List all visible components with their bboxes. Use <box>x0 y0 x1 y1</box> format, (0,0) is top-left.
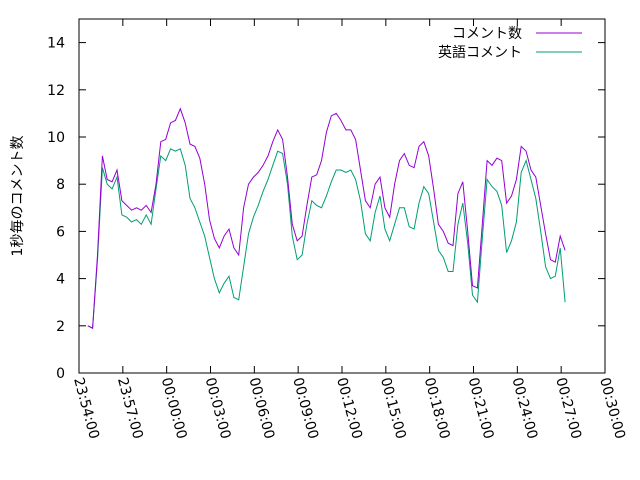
y-axis: 0 2 4 6 8 10 12 14 <box>47 36 605 382</box>
series-line <box>87 107 566 329</box>
legend-label: 英語コメント <box>438 44 522 61</box>
y-tick-label: 8 <box>56 177 65 193</box>
y-tick-label: 0 <box>56 366 65 382</box>
legend-label: コメント数 <box>452 26 522 42</box>
y-tick-label: 2 <box>56 319 65 335</box>
y-tick-label: 14 <box>47 36 65 52</box>
series-line <box>87 148 566 329</box>
series-layer <box>87 107 566 329</box>
y-tick-label: 4 <box>56 272 65 288</box>
y-tick-label: 10 <box>47 130 65 146</box>
y-axis-label: 1秒毎のコメント数 <box>10 136 26 257</box>
y-tick-label: 12 <box>47 83 65 99</box>
y-tick-label: 6 <box>56 224 65 240</box>
